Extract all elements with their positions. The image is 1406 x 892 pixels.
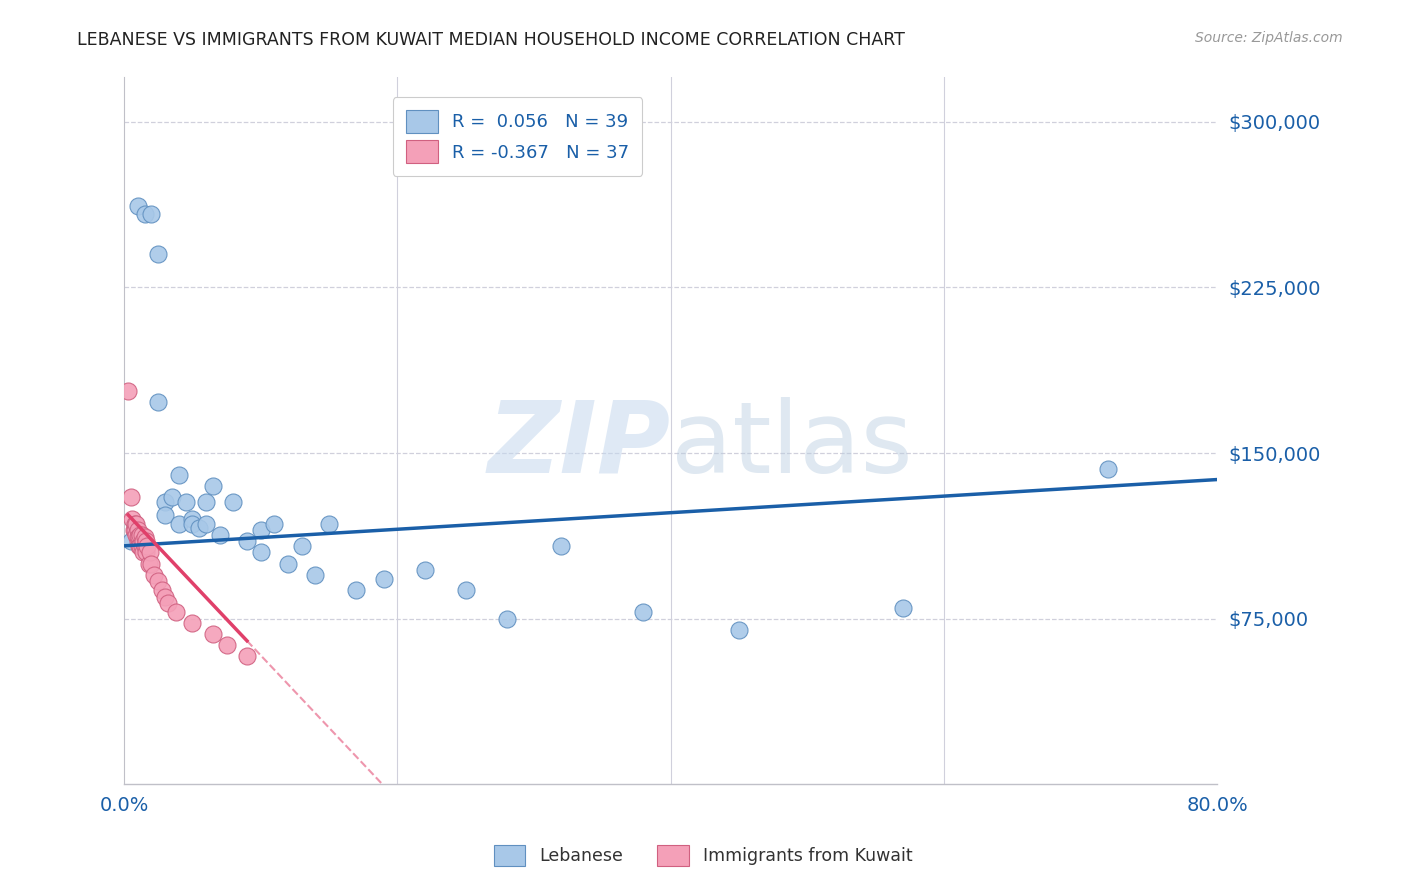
Point [249,545,271,559]
Point [124,516,146,531]
Point [236,534,259,549]
Point [201,479,224,493]
Point [124,516,146,531]
Point [495,612,517,626]
Point [141,557,163,571]
Point [454,582,477,597]
Point [148,574,170,589]
Text: atlas: atlas [671,397,912,493]
Point [215,638,238,652]
Point [304,567,326,582]
Point [181,616,204,631]
Point [124,524,146,538]
Point [550,539,572,553]
Point [134,539,156,553]
Point [148,247,170,261]
Legend: R =  0.056   N = 39, R = -0.367   N = 37: R = 0.056 N = 39, R = -0.367 N = 37 [392,97,643,176]
Point [120,490,142,504]
Point [134,530,156,544]
Point [291,539,314,553]
Point [181,512,204,526]
Point [153,494,176,508]
Point [127,530,149,544]
Point [121,512,143,526]
Point [129,539,152,553]
Point [132,534,155,549]
Point [125,516,148,531]
Point [188,521,211,535]
Point [132,545,155,559]
Point [135,534,157,549]
Point [344,582,367,597]
Point [318,516,340,531]
Legend: Lebanese, Immigrants from Kuwait: Lebanese, Immigrants from Kuwait [485,836,921,874]
Text: LEBANESE VS IMMIGRANTS FROM KUWAIT MEDIAN HOUSEHOLD INCOME CORRELATION CHART: LEBANESE VS IMMIGRANTS FROM KUWAIT MEDIA… [77,31,905,49]
Point [728,623,751,637]
Point [139,545,162,559]
Point [373,572,395,586]
Point [148,395,170,409]
Point [160,490,183,504]
Point [236,649,259,664]
Point [120,534,142,549]
Point [143,567,166,582]
Point [131,539,153,553]
Point [138,557,160,571]
Point [150,582,173,597]
Point [167,468,190,483]
Point [167,516,190,531]
Point [195,494,218,508]
Point [117,384,139,399]
Point [141,207,163,221]
Point [165,605,187,619]
Point [127,534,149,549]
Point [181,516,204,531]
Point [174,494,197,508]
Point [201,627,224,641]
Point [249,524,271,538]
Point [127,198,149,212]
Point [208,528,231,542]
Point [263,516,285,531]
Point [222,494,245,508]
Point [127,524,149,538]
Point [1097,461,1119,475]
Point [136,539,159,553]
Point [129,528,152,542]
Point [891,600,914,615]
Point [134,207,156,221]
Point [631,605,654,619]
Point [153,590,176,604]
Text: Source: ZipAtlas.com: Source: ZipAtlas.com [1195,31,1343,45]
Point [413,563,436,577]
Point [125,528,148,542]
Text: ZIP: ZIP [488,397,671,493]
Point [122,524,145,538]
Point [131,528,153,542]
Point [156,596,179,610]
Point [195,516,218,531]
Point [128,530,150,544]
Point [153,508,176,522]
Point [277,557,299,571]
Point [135,545,157,559]
Point [128,539,150,553]
